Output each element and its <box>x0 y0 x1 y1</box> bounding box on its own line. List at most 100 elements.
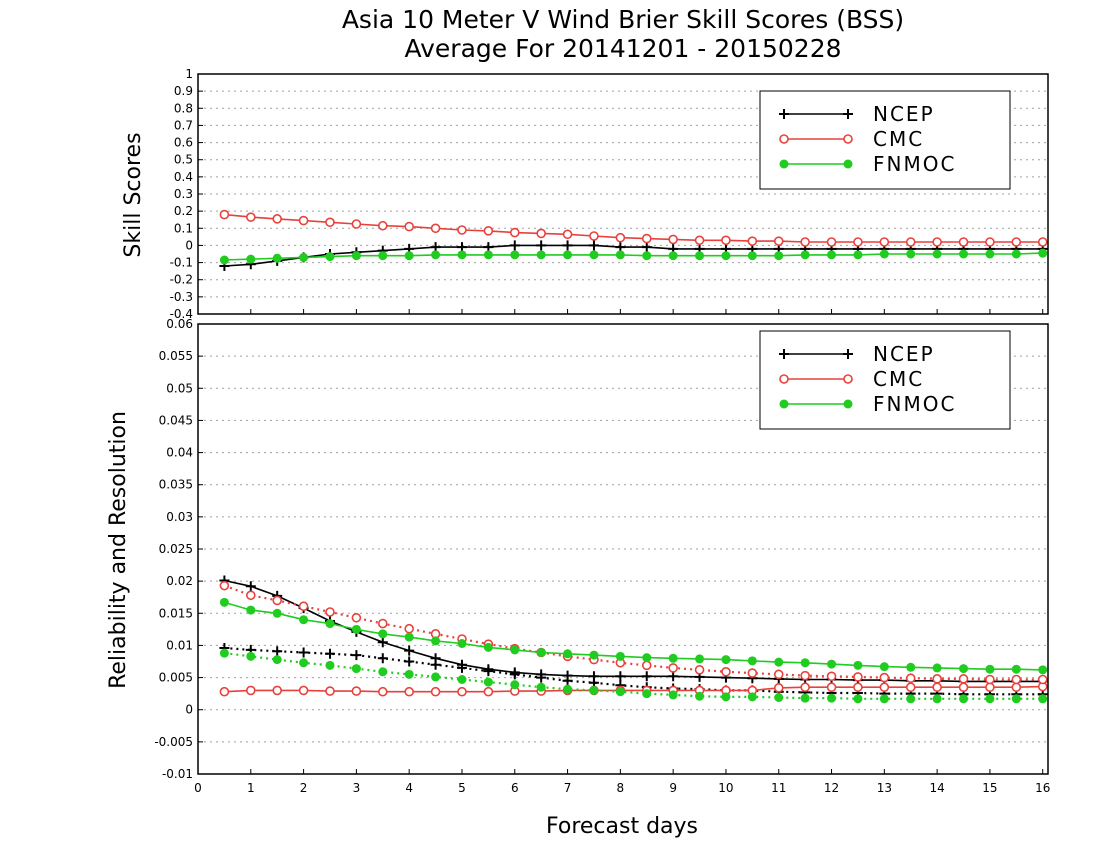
x-tick-label: 8 <box>617 781 625 795</box>
data-point-fnmoc <box>536 648 546 657</box>
data-point-ncep <box>404 656 415 667</box>
data-point-fnmoc <box>563 684 573 694</box>
x-tick-label: 6 <box>511 781 519 795</box>
legend-label-fnmoc: FNMOC <box>873 392 956 416</box>
data-point-ncep <box>509 669 520 680</box>
data-point-fnmoc <box>695 654 705 664</box>
y-tick-label: 0.015 <box>159 606 193 620</box>
data-point-fnmoc <box>219 648 229 658</box>
data-point-cmc <box>800 237 810 247</box>
data-point-fnmoc <box>695 251 705 261</box>
data-point-fnmoc <box>431 250 441 260</box>
data-point-fnmoc <box>959 664 969 674</box>
data-point-fnmoc <box>246 254 256 264</box>
data-point-cmc <box>641 660 652 671</box>
data-point-fnmoc <box>721 655 731 665</box>
data-point-cmc <box>377 220 388 231</box>
data-point-fnmoc <box>1038 665 1048 675</box>
data-point-cmc <box>536 228 546 239</box>
data-point-cmc <box>483 686 494 697</box>
data-point-cmc <box>1011 237 1022 247</box>
data-point-fnmoc <box>668 251 678 261</box>
data-point-fnmoc <box>589 650 599 660</box>
data-point-fnmoc <box>747 251 757 261</box>
data-point-cmc <box>1011 674 1022 685</box>
y-tick-label: 0 <box>185 238 193 252</box>
data-point-cmc <box>325 607 335 617</box>
data-point-fnmoc <box>351 664 361 674</box>
x-tick-label: 14 <box>929 781 944 795</box>
top-y-axis-label: Skill Scores <box>121 132 146 257</box>
data-point-cmc <box>430 223 441 234</box>
plot-frame <box>197 323 1049 775</box>
data-point-cmc <box>589 231 599 241</box>
legend-label-ncep: NCEP <box>873 342 935 366</box>
x-tick-label: 3 <box>353 781 361 795</box>
y-tick-label: 0.3 <box>174 187 193 201</box>
data-point-cmc <box>457 225 467 235</box>
legend-label-ncep: NCEP <box>873 102 935 126</box>
data-point-fnmoc <box>932 249 942 259</box>
x-tick-label: 2 <box>300 781 308 795</box>
data-point-cmc <box>985 674 995 685</box>
data-point-cmc <box>351 686 362 696</box>
y-tick-label: -0.2 <box>170 273 193 287</box>
data-point-cmc <box>826 237 837 247</box>
y-tick-label: 0.06 <box>166 317 193 331</box>
data-point-cmc <box>853 237 863 247</box>
data-point-fnmoc <box>774 693 784 702</box>
data-point-cmc <box>509 227 520 238</box>
data-point-fnmoc <box>853 660 863 670</box>
data-point-cmc <box>747 236 758 246</box>
y-tick-label: 0.03 <box>166 510 193 524</box>
legend-marker-fnmoc <box>843 159 853 169</box>
chart-title: Asia 10 Meter V Wind Brier Skill Scores … <box>342 5 904 34</box>
data-point-cmc <box>325 217 335 228</box>
data-point-fnmoc <box>219 597 229 607</box>
x-tick-label: 11 <box>771 781 786 795</box>
data-point-ncep <box>615 671 626 682</box>
y-tick-label: -0.1 <box>170 256 193 270</box>
x-tick-label: 7 <box>564 781 572 795</box>
data-point-fnmoc <box>668 653 678 663</box>
legend-marker-cmc <box>843 134 853 144</box>
data-point-fnmoc <box>378 629 388 639</box>
data-point-cmc <box>298 685 309 696</box>
data-point-fnmoc <box>378 667 388 677</box>
x-tick-label: 9 <box>669 781 677 795</box>
data-point-cmc <box>932 674 942 684</box>
series-line-cmc <box>224 584 1043 681</box>
x-tick-label: 0 <box>194 781 202 795</box>
data-point-fnmoc <box>536 682 546 692</box>
data-point-cmc <box>351 219 362 229</box>
data-point-ncep <box>641 671 652 682</box>
data-point-cmc <box>404 623 414 634</box>
data-point-ncep <box>562 240 573 251</box>
data-point-fnmoc <box>510 680 520 690</box>
data-point-cmc <box>879 237 890 247</box>
legend-marker-ncep <box>843 349 853 359</box>
x-tick-label: 12 <box>824 781 839 795</box>
y-tick-label: 0.005 <box>159 671 193 685</box>
y-tick-label: 1 <box>185 67 193 81</box>
data-point-fnmoc <box>906 662 916 672</box>
data-point-cmc <box>377 686 388 697</box>
data-point-cmc <box>562 229 573 240</box>
data-point-fnmoc <box>272 253 282 263</box>
data-point-cmc <box>219 580 230 591</box>
data-point-fnmoc <box>272 655 282 665</box>
legend-box <box>759 330 1011 430</box>
data-point-cmc <box>800 682 810 693</box>
data-point-fnmoc <box>642 689 652 699</box>
data-point-cmc <box>1037 237 1048 247</box>
data-point-fnmoc <box>879 662 889 672</box>
y-tick-label: -0.4 <box>170 307 193 321</box>
legend-label-cmc: CMC <box>873 127 924 151</box>
data-point-cmc <box>668 663 678 673</box>
data-point-fnmoc <box>457 250 467 260</box>
data-point-cmc <box>932 237 942 247</box>
y-tick-label: -0.3 <box>170 290 193 304</box>
data-point-fnmoc <box>483 677 493 687</box>
data-point-ncep <box>430 659 441 670</box>
data-point-cmc <box>773 669 784 680</box>
